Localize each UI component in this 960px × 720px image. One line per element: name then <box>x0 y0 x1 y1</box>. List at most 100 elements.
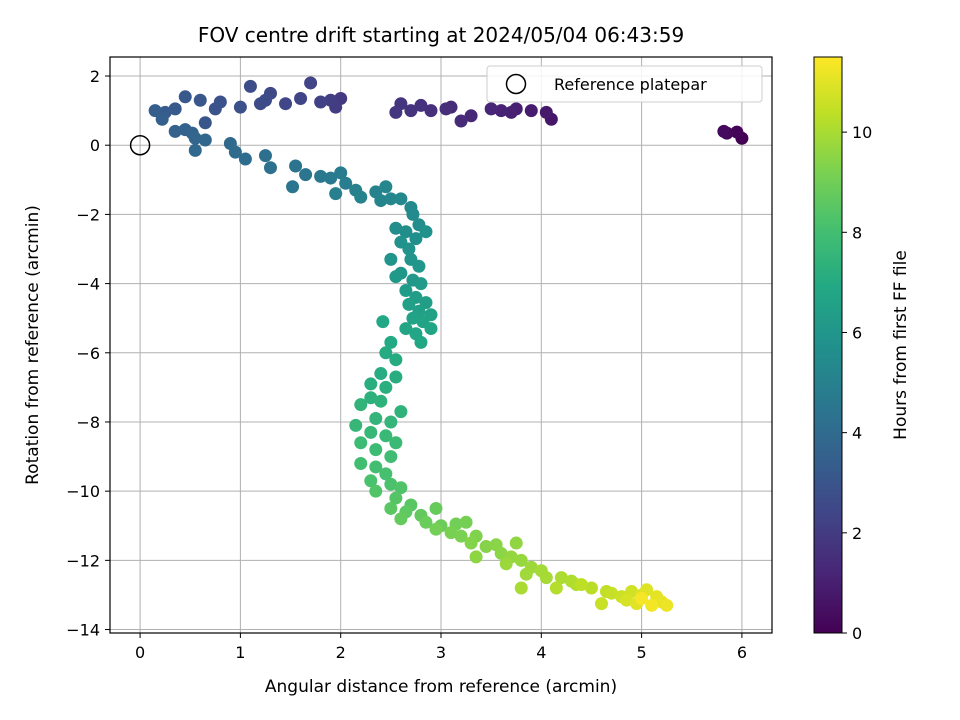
drift-point <box>509 536 523 550</box>
drift-point <box>494 104 508 118</box>
drift-point <box>148 104 162 118</box>
drift-point <box>514 581 528 595</box>
drift-point <box>409 232 423 246</box>
drift-point <box>645 598 659 612</box>
drift-point <box>605 586 619 600</box>
drift-point <box>459 515 473 529</box>
drift-point <box>730 125 744 139</box>
drift-point <box>258 149 272 163</box>
grid-lines <box>110 57 772 633</box>
legend-marker <box>505 73 527 95</box>
drift-point <box>717 124 731 138</box>
y-tick-label: −10 <box>66 482 100 501</box>
drift-point <box>394 192 408 206</box>
drift-point <box>419 515 433 529</box>
colorbar-ticks: 0 2 4 6 8 10 <box>842 123 872 643</box>
drift-point <box>479 540 493 554</box>
drift-point <box>379 429 393 443</box>
drift-point <box>504 105 518 119</box>
data-points <box>148 76 749 612</box>
drift-point <box>464 536 478 550</box>
drift-point <box>469 550 483 564</box>
y-tick-label: −12 <box>66 551 100 570</box>
drift-point <box>364 377 378 391</box>
x-tick-label: 4 <box>536 643 546 662</box>
drift-point <box>364 425 378 439</box>
drift-point <box>424 322 438 336</box>
drift-point <box>379 380 393 394</box>
colorbar-tick-label: 10 <box>852 123 872 142</box>
drift-point <box>324 171 338 185</box>
drift-point <box>389 270 403 284</box>
drift-point <box>243 79 257 93</box>
drift-point <box>514 553 528 567</box>
drift-point <box>406 207 420 221</box>
drift-point <box>374 394 388 408</box>
legend: Reference platepar <box>486 65 763 103</box>
legend-label: Reference platepar <box>554 75 707 94</box>
drift-point <box>188 131 202 145</box>
drift-point <box>354 436 368 450</box>
drift-point <box>208 102 222 116</box>
y-tick-label: −14 <box>66 621 100 640</box>
drift-point <box>399 225 413 239</box>
colorbar-tick-label: 8 <box>852 223 862 242</box>
drift-point <box>394 405 408 419</box>
drift-point <box>233 100 247 114</box>
colorbar-tick-label: 6 <box>852 323 862 342</box>
drift-point <box>454 114 468 128</box>
colorbar-label: Hours from first FF file <box>891 250 911 440</box>
y-tick-label: −4 <box>76 275 100 294</box>
drift-point <box>384 415 398 429</box>
y-tick-label: 2 <box>90 67 100 86</box>
drift-point <box>384 501 398 515</box>
drift-point <box>499 557 513 571</box>
drift-point <box>294 92 308 106</box>
x-axis-label: Angular distance from reference (arcmin) <box>265 677 617 697</box>
drift-point <box>178 90 192 104</box>
drift-point <box>279 97 293 111</box>
drift-point <box>188 143 202 157</box>
drift-point <box>374 367 388 381</box>
drift-point <box>228 145 242 159</box>
drift-point <box>399 284 413 298</box>
drift-point <box>439 102 453 116</box>
drift-point <box>369 443 383 457</box>
drift-point <box>444 526 458 540</box>
reference-platepar-point <box>129 134 151 156</box>
drift-point <box>414 277 428 291</box>
colorbar: 0 2 4 6 8 10 Hours from first FF file <box>813 56 911 643</box>
drift-point <box>354 398 368 412</box>
drift-point <box>324 93 338 107</box>
drift-point <box>314 95 328 109</box>
drift-point <box>399 322 413 336</box>
drift-point <box>524 104 538 118</box>
x-axis-ticks: 0 1 2 3 4 5 6 <box>135 633 747 662</box>
drift-point <box>304 76 318 90</box>
drift-point <box>349 418 363 432</box>
drift-point <box>198 116 212 130</box>
drift-point <box>402 242 416 256</box>
drift-point <box>314 169 328 183</box>
drift-point <box>412 259 426 273</box>
drift-point <box>429 522 443 536</box>
drift-point <box>389 105 403 119</box>
drift-point <box>364 474 378 488</box>
drift-point <box>549 581 563 595</box>
drift-point <box>364 391 378 405</box>
drift-point <box>329 187 343 201</box>
x-tick-label: 0 <box>135 643 145 662</box>
drift-point <box>519 567 533 581</box>
drift-point <box>354 190 368 204</box>
drift-point <box>594 597 608 611</box>
drift-point <box>369 460 383 474</box>
drift-point <box>286 180 300 194</box>
x-tick-label: 1 <box>235 643 245 662</box>
drift-point <box>384 335 398 349</box>
drift-point <box>484 102 498 116</box>
drift-point <box>374 194 388 208</box>
drift-point <box>454 529 468 543</box>
drift-point <box>402 297 416 311</box>
drift-point <box>389 370 403 384</box>
